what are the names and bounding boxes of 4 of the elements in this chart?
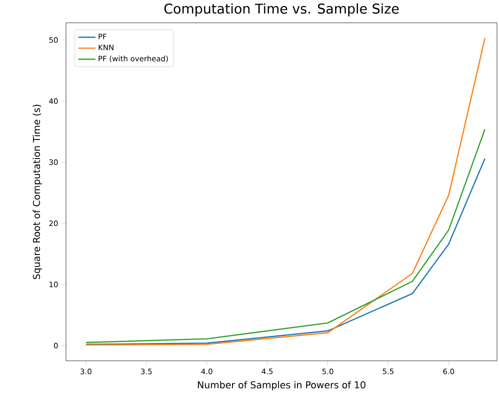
chart-title: Computation Time vs. Sample Size	[164, 3, 399, 16]
y-axis-title: Square Root of Computation Time (s)	[32, 104, 42, 280]
line-series	[85, 38, 486, 346]
x-axis-title: Number of Samples in Powers of 10	[198, 381, 366, 390]
